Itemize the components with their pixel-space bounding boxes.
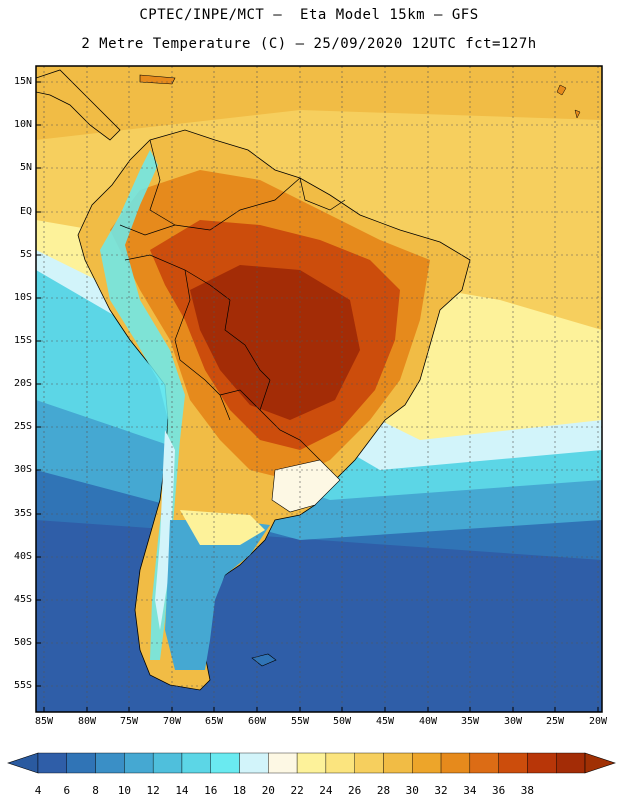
colorbar-cell — [354, 752, 384, 774]
colorbar-cell — [296, 752, 327, 774]
colorbar-cell — [498, 752, 528, 774]
colorbar-cell — [37, 752, 67, 774]
colorbar-cell — [556, 752, 586, 774]
caribbean-island — [556, 84, 567, 96]
colorbar-label: 26 — [348, 784, 362, 797]
colorbar-cell — [412, 752, 442, 774]
colorbar-cell — [181, 752, 211, 774]
lat-label: 15N — [13, 76, 32, 87]
title-line-2: 2 Metre Temperature (C) – 25/09/2020 12U… — [81, 36, 537, 52]
lon-label: 20W — [588, 716, 608, 727]
colorbar-arrow-high — [584, 752, 616, 774]
lon-label: 25W — [545, 716, 565, 727]
lat-label: 30S — [13, 464, 32, 475]
lon-label: 55W — [290, 716, 310, 727]
colorbar-cell — [152, 752, 183, 774]
lat-label: 45S — [13, 594, 32, 605]
map-frame — [35, 65, 603, 713]
colorbar-cell — [210, 752, 240, 774]
lon-label: 60W — [247, 716, 267, 727]
lat-label: 20S — [13, 378, 32, 389]
colorbar — [7, 752, 616, 774]
colorbar-label: 14 — [175, 784, 189, 797]
colorbar-label: 8 — [92, 784, 99, 797]
lat-label: 25S — [13, 421, 32, 432]
lat-label: 10S — [13, 292, 32, 303]
lat-label: 5N — [19, 162, 32, 173]
patagonia-cool — [165, 520, 270, 670]
lat-label: 5S — [19, 249, 32, 260]
lat-label: 40S — [13, 551, 32, 562]
lat-label: 10N — [13, 119, 32, 130]
colorbar-cell — [469, 752, 499, 774]
lat-label: EQ — [19, 206, 32, 217]
title-line-1: CPTEC/INPE/MCT – Eta Model 15km – GFS — [139, 7, 479, 23]
lon-label: 40W — [418, 716, 438, 727]
colorbar-arrow-low — [7, 752, 39, 774]
colorbar-label: 20 — [261, 784, 275, 797]
colorbar-label: 22 — [290, 784, 304, 797]
ocean-band-30 — [36, 66, 602, 140]
colorbar-label: 16 — [204, 784, 218, 797]
colorbar-cell — [95, 752, 125, 774]
colorbar-label: 28 — [376, 784, 391, 797]
lat-label: 35S — [13, 508, 32, 519]
lon-label: 30W — [503, 716, 523, 727]
andes-snow — [155, 430, 175, 630]
colorbar-cell — [268, 752, 298, 774]
colorbar-label: 34 — [463, 784, 477, 797]
colorbar-cell — [325, 752, 355, 774]
caribbean-island — [574, 109, 581, 119]
map-gridlines — [36, 66, 602, 712]
colorbar-cell — [527, 752, 557, 774]
colorbar-label: 10 — [117, 784, 131, 797]
lon-label: 85W — [34, 716, 54, 727]
colorbar-cell — [239, 752, 269, 774]
colorbar-cell — [383, 752, 413, 774]
lat-label: 55S — [13, 680, 32, 691]
lon-label: 45W — [375, 716, 395, 727]
lon-label: 70W — [162, 716, 182, 727]
colorbar-label: 6 — [63, 784, 71, 797]
colorbar-label: 38 — [520, 784, 535, 797]
patagonia-warm-edge — [180, 510, 265, 545]
colorbar-label: 12 — [146, 784, 160, 797]
colorbar-label: 36 — [492, 784, 506, 797]
axis-ticks — [36, 81, 599, 712]
colorbar-cell — [440, 752, 471, 774]
colorbar-label: 32 — [434, 784, 448, 797]
colorbar-label: 4 — [34, 784, 42, 797]
lon-label: 75W — [119, 716, 139, 727]
lat-label: 50S — [13, 637, 32, 648]
lon-label: 35W — [460, 716, 480, 727]
colorbar-cell — [124, 752, 154, 774]
colorbar-label: 30 — [405, 784, 419, 797]
lon-label: 80W — [77, 716, 97, 727]
lon-label: 50W — [332, 716, 352, 727]
colorbar-cell — [66, 752, 96, 774]
lat-label: 15S — [13, 335, 32, 346]
country-borders — [119, 139, 346, 461]
falkland-islands — [251, 653, 277, 667]
lon-label: 65W — [204, 716, 224, 727]
central-america — [36, 69, 121, 141]
colorbar-label: 24 — [319, 784, 333, 797]
colorbar-label: 18 — [232, 784, 247, 797]
heat-zone-38 — [190, 265, 360, 420]
